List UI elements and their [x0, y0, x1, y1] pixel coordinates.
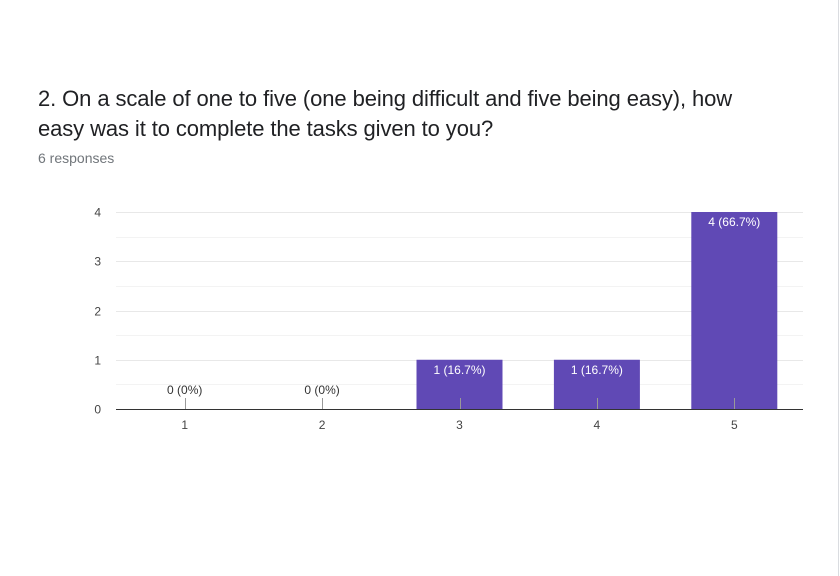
y-tick-label: 2 — [94, 305, 101, 319]
question-title: 2. On a scale of one to five (one being … — [38, 86, 733, 141]
data-label: 1 (16.7%) — [433, 363, 485, 377]
bar — [553, 359, 640, 409]
bar — [691, 212, 778, 409]
data-label: 1 (16.7%) — [571, 363, 623, 377]
data-label: 0 (0%) — [304, 383, 339, 397]
bar — [416, 359, 503, 409]
y-tick-label: 3 — [94, 255, 101, 269]
y-tick-label: 1 — [94, 354, 101, 368]
y-tick-label: 4 — [94, 206, 101, 220]
response-count: 6 responses — [38, 150, 115, 166]
y-tick-label: 0 — [94, 403, 101, 417]
x-tick-label: 2 — [319, 418, 326, 432]
x-tick-label: 3 — [456, 418, 463, 432]
x-tick-label: 4 — [594, 418, 601, 432]
x-tick-label: 5 — [731, 418, 738, 432]
data-label: 0 (0%) — [167, 383, 202, 397]
data-label: 4 (66.7%) — [708, 215, 760, 229]
x-tick-label: 1 — [181, 418, 188, 432]
